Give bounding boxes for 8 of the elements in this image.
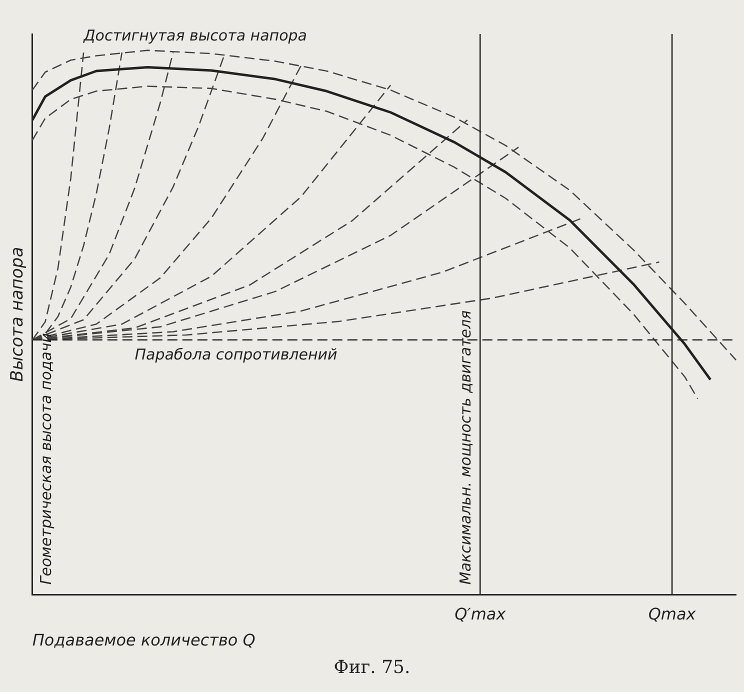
y-axis-title: Высота напора — [8, 246, 28, 382]
x-axis-title: Подаваемое количество Q — [32, 630, 256, 650]
text: Фиг. 75. — [332, 657, 412, 678]
annotation: Парабола сопротивлений — [134, 345, 338, 364]
ref-line-label: Максимальн. мощность двигателя — [456, 310, 475, 585]
x-tick-label: Qmax — [648, 604, 696, 624]
x-tick-label: Q′max — [454, 604, 506, 624]
text: Достигнутая высота напора — [82, 26, 307, 45]
